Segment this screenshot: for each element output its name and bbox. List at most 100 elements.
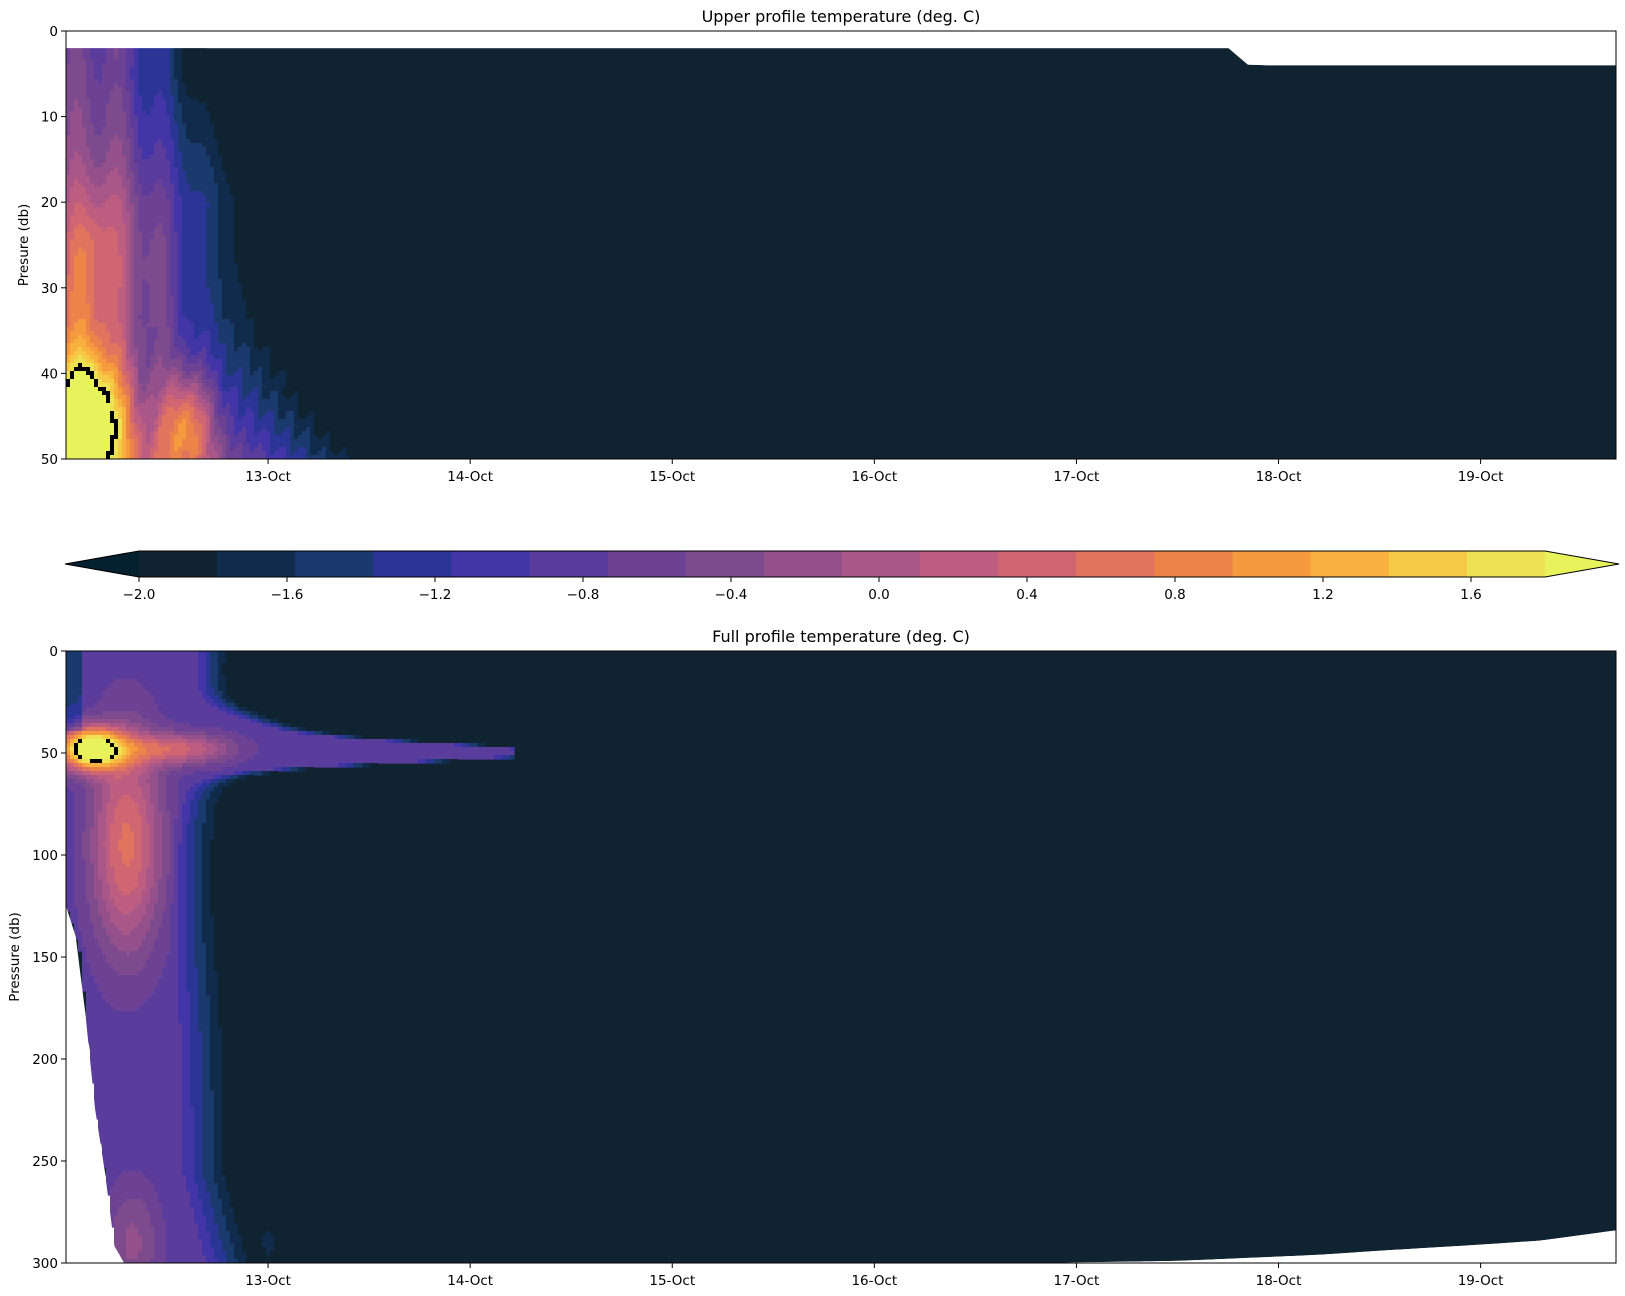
top-temp-cell (242, 235, 247, 240)
top-temp-cell (222, 407, 227, 412)
top-temp-cell (154, 171, 159, 176)
top-temp-cell (214, 167, 219, 172)
top-temp-cell (162, 63, 167, 68)
top-temp-cell (234, 247, 239, 252)
top-temp-cell (174, 439, 179, 444)
top-temp-cell (74, 387, 79, 392)
top-temp-cell (222, 319, 227, 324)
top-temp-cell (286, 439, 291, 444)
top-temp-cell (98, 335, 103, 340)
top-temp-cell (226, 323, 231, 328)
top-temp-cell (118, 219, 123, 224)
top-temp-cell (78, 299, 83, 304)
top-temp-cell (198, 191, 203, 196)
top-temp-cell (178, 79, 183, 84)
top-temp-cell (162, 367, 167, 372)
top-temp-cell (282, 407, 287, 412)
top-temp-cell (130, 179, 135, 184)
top-temp-cell (142, 75, 147, 80)
top-temp-cell (182, 323, 187, 328)
top-temp-cell (274, 431, 279, 436)
top-temp-cell (182, 191, 187, 196)
top-temp-cell (98, 151, 103, 156)
top-temp-cell (198, 387, 203, 392)
top-temp-cell (190, 255, 195, 260)
top-temp-cell (94, 67, 99, 72)
top-temp-cell (122, 435, 127, 440)
top-temp-cell (114, 95, 119, 100)
top-temp-cell (78, 111, 83, 116)
top-temp-cell (210, 423, 215, 428)
top-temp-cell (130, 103, 135, 108)
top-temp-cell (162, 283, 167, 288)
top-temp-cell (158, 251, 163, 256)
top-temp-cell (70, 63, 75, 68)
top-temp-cell (66, 51, 71, 56)
top-temp-cell (218, 251, 223, 256)
top-temp-cell (182, 387, 187, 392)
top-temp-cell (178, 183, 183, 188)
top-temp-cell (142, 211, 147, 216)
top-temp-cell (102, 351, 107, 356)
top-temp-cell (90, 407, 95, 412)
top-temp-cell (294, 379, 299, 384)
top-temp-cell (154, 267, 159, 272)
top-temp-cell (74, 255, 79, 260)
top-temp-cell (138, 387, 143, 392)
top-temp-cell (210, 243, 215, 248)
top-temp-cell (114, 299, 119, 304)
top-temp-cell (130, 255, 135, 260)
top-temp-cell (150, 195, 155, 200)
top-temp-cell (194, 215, 199, 220)
top-temp-cell (186, 175, 191, 180)
top-temp-cell (138, 155, 143, 160)
top-temp-cell (94, 291, 99, 296)
top-temp-cell (154, 343, 159, 348)
top-temp-cell (202, 387, 207, 392)
top-temp-cell (162, 407, 167, 412)
top-temp-cell (78, 255, 83, 260)
top-temp-cell (74, 203, 79, 208)
top-temp-cell (126, 323, 131, 328)
top-temp-cell (190, 307, 195, 312)
top-temp-cell (86, 439, 91, 444)
top-temp-cell (242, 451, 247, 456)
top-temp-cell (170, 387, 175, 392)
top-temp-cell (198, 151, 203, 156)
top-temp-cell (130, 283, 135, 288)
top-temp-cell (162, 371, 167, 376)
top-temp-cell (106, 91, 111, 96)
top-temp-cell (194, 175, 199, 180)
top-temp-cell (170, 383, 175, 388)
top-temp-cell (118, 47, 123, 52)
top-temp-cell (138, 67, 143, 72)
top-temp-cell (214, 319, 219, 324)
top-temp-cell (190, 335, 195, 340)
top-temp-cell (210, 411, 215, 416)
top-temp-cell (78, 231, 83, 236)
top-temp-cell (254, 351, 259, 356)
top-temp-cell (242, 455, 247, 459)
top-temp-cell (238, 403, 243, 408)
top-temp-cell (70, 407, 75, 412)
top-temp-cell (202, 347, 207, 352)
top-temp-cell (66, 179, 71, 184)
top-temp-cell (126, 79, 131, 84)
top-temp-cell (130, 143, 135, 148)
top-temp-cell (198, 115, 203, 120)
top-temp-cell (178, 451, 183, 456)
top-temp-cell (182, 107, 187, 112)
top-temp-cell (226, 295, 231, 300)
top-temp-cell (166, 159, 171, 164)
top-temp-cell (162, 403, 167, 408)
top-temp-cell (170, 167, 175, 172)
top-temp-cell (222, 251, 227, 256)
top-temp-cell (246, 231, 251, 236)
top-temp-cell (222, 263, 227, 268)
top-temp-cell (178, 199, 183, 204)
top-temp-cell (198, 199, 203, 204)
top-temp-cell (206, 79, 211, 84)
top-temp-cell (210, 339, 215, 344)
top-temp-cell (162, 51, 167, 56)
top-temp-cell (146, 227, 151, 232)
